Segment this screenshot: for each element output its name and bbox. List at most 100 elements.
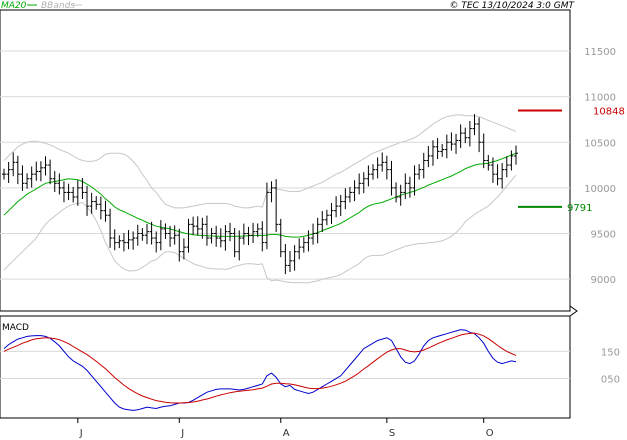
ohlc-bar <box>80 178 85 199</box>
ohlc-bar <box>278 218 283 258</box>
ohlc-bar <box>412 165 417 196</box>
ohlc-bar <box>191 216 196 235</box>
ohlc-bar <box>255 223 260 238</box>
ohlc-bar <box>454 133 459 154</box>
ohlc-bar <box>214 225 219 247</box>
ohlc-bar <box>149 221 154 245</box>
ohlc-bar <box>11 152 16 177</box>
ohlc-bar <box>98 196 103 220</box>
ohlc-bar <box>495 164 500 186</box>
ohlc-bar <box>444 134 449 159</box>
bbands-upper-path <box>3 114 517 209</box>
ohlc-bar <box>514 145 518 165</box>
ohlc-bar <box>320 211 325 233</box>
ohlc-bar <box>200 217 205 239</box>
ohlc-bar <box>301 237 306 253</box>
ohlc-bar <box>121 233 126 252</box>
macd-y-tick-labels: 050 150 <box>601 347 620 385</box>
ohlc-bar <box>384 155 389 180</box>
ohlc-bar <box>324 209 329 226</box>
ohlc-bar <box>311 223 316 245</box>
ohlc-bar <box>6 161 11 183</box>
macd-panel-title: MACD <box>2 323 29 333</box>
ohlc-bar <box>357 173 362 195</box>
axis-divider-notch <box>569 305 578 317</box>
ohlc-bar <box>251 222 256 243</box>
month-label: O <box>486 428 494 439</box>
ohlc-bar <box>334 196 339 218</box>
macd-line-path <box>3 329 517 411</box>
ohlc-bar <box>94 196 99 210</box>
macd-gridlines <box>0 350 570 380</box>
ohlc-bar <box>246 226 251 246</box>
ohlc-bar <box>421 152 426 179</box>
ohlc-bar <box>509 150 514 171</box>
ohlc-bar <box>223 225 228 251</box>
ohlc-bar <box>61 181 66 203</box>
ohlc-bar <box>34 161 39 181</box>
ohlc-bar <box>135 224 140 246</box>
ohlc-bar <box>306 230 311 252</box>
ohlc-bar <box>504 156 509 178</box>
copyright-notice: © TEC 13/10/2024 3:0 GMT <box>449 1 575 11</box>
ohlc-bar <box>108 208 113 248</box>
ohlc-bar <box>361 172 366 194</box>
price-y-tick-label: 11000 <box>584 93 616 104</box>
price-y-tick-label: 11500 <box>584 47 616 58</box>
price-y-tick-labels: 9000 9500 10000 10500 11000 11500 <box>584 47 616 286</box>
ohlc-bar <box>490 157 495 183</box>
ohlc-bar <box>458 124 463 149</box>
ohlc-bar <box>389 160 394 196</box>
ohlc-bar <box>163 223 168 239</box>
ohlc-bar <box>38 161 43 182</box>
ohlc-bar <box>315 217 320 244</box>
ohlc-bar <box>347 186 352 203</box>
ohlc-bar <box>260 221 265 252</box>
ohlc-bar <box>218 228 223 248</box>
ohlc-bar <box>140 227 145 241</box>
price-y-tick-label: 9000 <box>591 275 616 286</box>
ohlc-bar <box>371 164 376 180</box>
ohlc-bar <box>375 157 380 179</box>
bbands-upper-line <box>3 114 517 209</box>
ohlc-bar <box>500 163 505 189</box>
ohlc-bar <box>228 222 233 242</box>
ohlc-bar <box>20 165 25 191</box>
ohlc-bar <box>241 223 246 245</box>
ohlc-bar <box>297 238 302 260</box>
month-label: S <box>389 428 395 439</box>
ohlc-bar <box>181 238 186 260</box>
ohlc-bar <box>467 120 472 147</box>
macd-lines <box>3 329 517 411</box>
bbands-lower-line <box>3 174 517 284</box>
ohlc-bar <box>177 228 182 262</box>
resistance-level-label: 10848 <box>593 107 625 118</box>
ma20-path <box>3 152 517 238</box>
price-y-tick-label: 10500 <box>584 138 616 149</box>
price-y-tick-label: 10000 <box>584 184 616 195</box>
ohlc-bar <box>417 164 422 180</box>
ohlc-bar <box>85 185 90 216</box>
month-label: J <box>79 428 83 439</box>
ma20-line <box>3 152 517 238</box>
ohlc-bar <box>48 159 53 185</box>
ohlc-bar <box>430 140 435 166</box>
macd-panel-frame <box>0 315 571 419</box>
ohlc-bar <box>264 182 269 250</box>
ohlc-bar <box>29 166 34 188</box>
ohlc-bar <box>172 225 177 245</box>
price-y-tick-label: 9500 <box>591 229 616 240</box>
ohlc-bar <box>15 155 20 185</box>
signal-line-path <box>3 332 517 404</box>
legend-bbands: BBands <box>41 1 75 11</box>
ohlc-bar <box>154 231 159 253</box>
ohlc-bar <box>338 194 343 216</box>
ohlc-bar <box>237 230 242 261</box>
ohlc-bar <box>403 173 408 199</box>
ohlc-bar <box>144 223 149 245</box>
ohlc-bar <box>352 180 357 202</box>
ohlc-bar <box>435 138 440 160</box>
ohlc-bar <box>407 176 412 198</box>
